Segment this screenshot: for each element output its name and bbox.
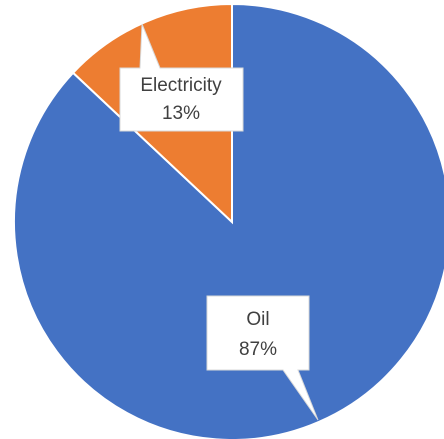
oil-label: Oil (246, 309, 269, 330)
electricity-callout-box (119, 23, 244, 132)
electricity-label: Electricity (140, 75, 222, 96)
electricity-percent: 13% (162, 103, 200, 124)
oil-callout: Oil 87% (206, 295, 319, 421)
oil-callout-box (206, 295, 319, 421)
pie-slice-oil (13, 2, 444, 439)
oil-percent: 87% (239, 339, 277, 360)
electricity-callout: Electricity 13% (119, 23, 244, 132)
